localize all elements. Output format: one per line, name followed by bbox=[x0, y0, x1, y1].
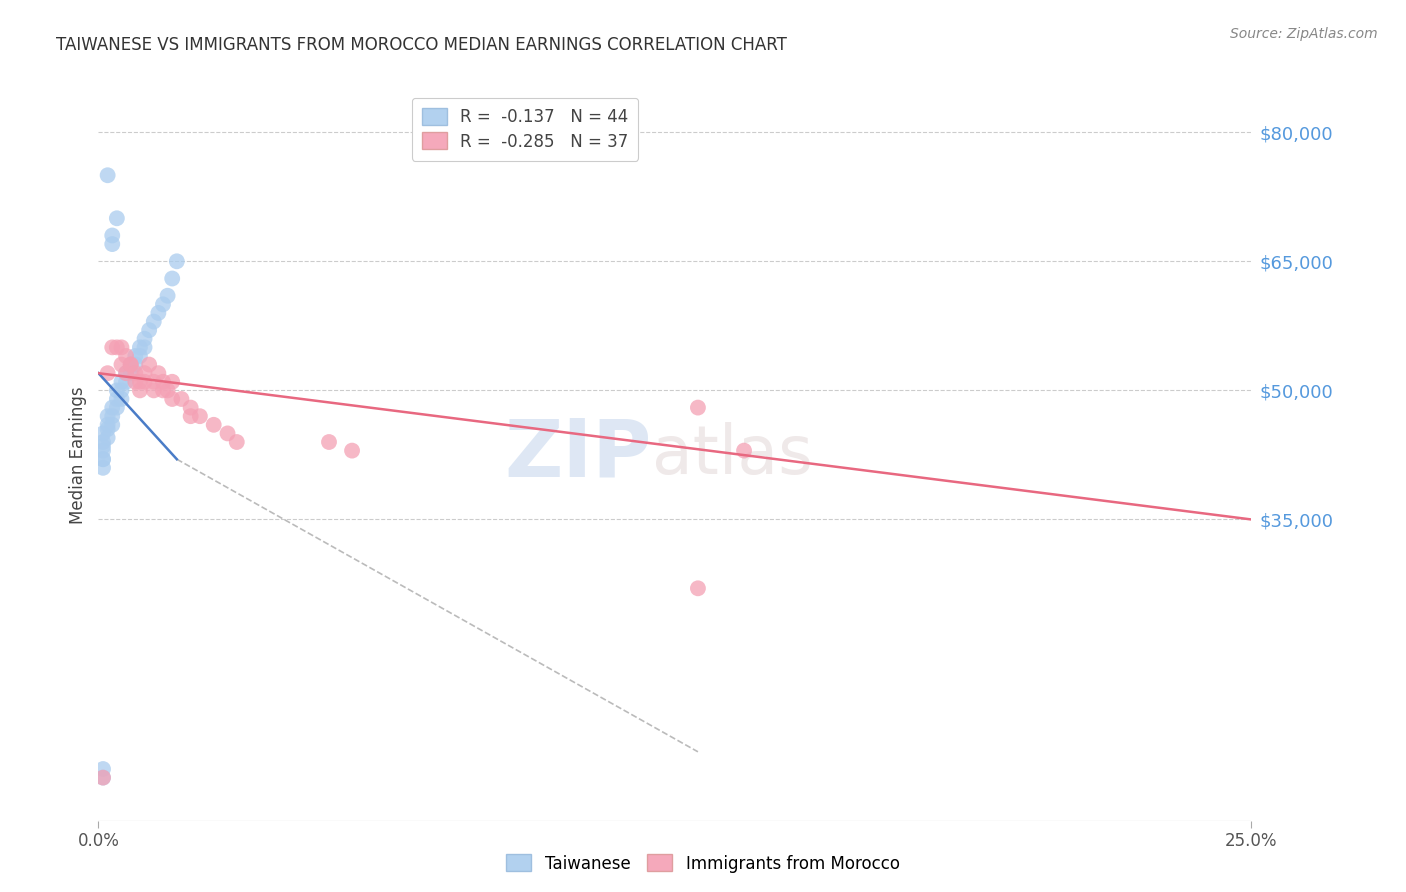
Point bbox=[134, 375, 156, 389]
Point bbox=[142, 314, 165, 328]
Point bbox=[110, 358, 132, 372]
Point bbox=[202, 417, 225, 432]
Point bbox=[115, 366, 138, 380]
Point bbox=[686, 401, 709, 415]
Point bbox=[340, 443, 363, 458]
Text: ZIP: ZIP bbox=[505, 416, 652, 494]
Point bbox=[733, 443, 755, 458]
Point bbox=[188, 409, 211, 424]
Point bbox=[91, 762, 114, 776]
Point bbox=[110, 375, 132, 389]
Point bbox=[152, 297, 174, 311]
Point bbox=[160, 392, 183, 406]
Point bbox=[120, 358, 142, 372]
Point bbox=[101, 409, 124, 424]
Point bbox=[225, 435, 247, 450]
Point bbox=[120, 358, 142, 372]
Point bbox=[91, 443, 114, 458]
Point bbox=[115, 366, 138, 380]
Point bbox=[148, 306, 170, 320]
Point bbox=[97, 409, 120, 424]
Point bbox=[148, 366, 170, 380]
Point bbox=[124, 349, 146, 363]
Point bbox=[120, 358, 142, 372]
Point bbox=[160, 271, 183, 285]
Point bbox=[97, 422, 120, 436]
Legend: R =  -0.137   N = 44, R =  -0.285   N = 37: R = -0.137 N = 44, R = -0.285 N = 37 bbox=[412, 97, 638, 161]
Point bbox=[170, 392, 193, 406]
Point bbox=[91, 435, 114, 450]
Point bbox=[91, 771, 114, 785]
Point bbox=[97, 431, 120, 445]
Point bbox=[97, 417, 120, 432]
Text: TAIWANESE VS IMMIGRANTS FROM MOROCCO MEDIAN EARNINGS CORRELATION CHART: TAIWANESE VS IMMIGRANTS FROM MOROCCO MED… bbox=[56, 36, 787, 54]
Point bbox=[134, 340, 156, 354]
Point bbox=[120, 366, 142, 380]
Point bbox=[115, 349, 138, 363]
Point bbox=[180, 409, 202, 424]
Point bbox=[91, 452, 114, 467]
Point bbox=[318, 435, 340, 450]
Point bbox=[142, 384, 165, 398]
Point bbox=[129, 384, 152, 398]
Point bbox=[101, 237, 124, 252]
Point bbox=[129, 349, 152, 363]
Point bbox=[124, 375, 146, 389]
Point bbox=[91, 771, 114, 785]
Point bbox=[105, 384, 128, 398]
Point bbox=[101, 340, 124, 354]
Point bbox=[105, 401, 128, 415]
Point bbox=[105, 211, 128, 226]
Point bbox=[156, 289, 179, 303]
Point bbox=[97, 366, 120, 380]
Point bbox=[138, 323, 160, 337]
Y-axis label: Median Earnings: Median Earnings bbox=[69, 386, 87, 524]
Point bbox=[124, 358, 146, 372]
Point bbox=[129, 375, 152, 389]
Point bbox=[91, 426, 114, 441]
Point bbox=[152, 375, 174, 389]
Point bbox=[138, 358, 160, 372]
Point bbox=[101, 228, 124, 243]
Point bbox=[142, 375, 165, 389]
Point bbox=[91, 452, 114, 467]
Point bbox=[124, 366, 146, 380]
Point bbox=[110, 392, 132, 406]
Point bbox=[156, 384, 179, 398]
Point bbox=[166, 254, 188, 268]
Point bbox=[686, 582, 709, 596]
Text: atlas: atlas bbox=[652, 422, 813, 488]
Point bbox=[152, 384, 174, 398]
Point bbox=[115, 375, 138, 389]
Point bbox=[160, 375, 183, 389]
Point bbox=[134, 366, 156, 380]
Point bbox=[110, 384, 132, 398]
Point bbox=[101, 401, 124, 415]
Legend: Taiwanese, Immigrants from Morocco: Taiwanese, Immigrants from Morocco bbox=[499, 847, 907, 880]
Point bbox=[91, 460, 114, 475]
Point bbox=[105, 392, 128, 406]
Point bbox=[91, 439, 114, 453]
Point bbox=[97, 168, 120, 182]
Point bbox=[129, 340, 152, 354]
Point bbox=[101, 417, 124, 432]
Text: Source: ZipAtlas.com: Source: ZipAtlas.com bbox=[1230, 27, 1378, 41]
Point bbox=[134, 332, 156, 346]
Point bbox=[105, 340, 128, 354]
Point bbox=[110, 340, 132, 354]
Point bbox=[180, 401, 202, 415]
Point bbox=[217, 426, 239, 441]
